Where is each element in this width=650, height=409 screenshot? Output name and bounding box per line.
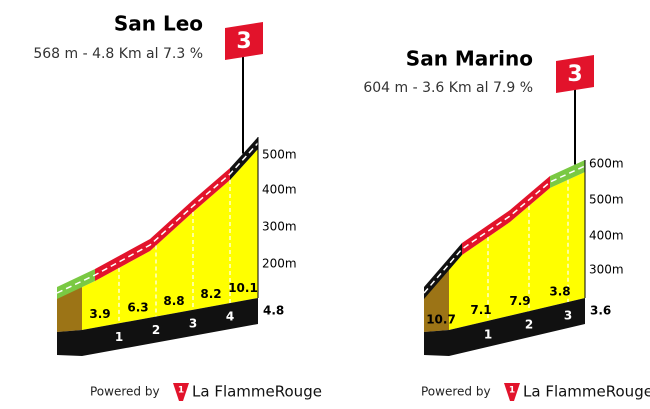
km-label: 3 xyxy=(564,309,572,323)
altitude-label: 400m xyxy=(262,183,297,197)
powered-by: Powered by xyxy=(90,385,160,399)
road-centerline xyxy=(56,142,259,294)
km-label: 2 xyxy=(525,318,533,332)
gradient-label: 6.3 xyxy=(127,300,148,314)
road-segment xyxy=(424,243,462,299)
profile-side xyxy=(57,287,82,332)
category-sign xyxy=(225,22,263,60)
powered-by: Powered by xyxy=(421,385,491,399)
gradient-label: 3.8 xyxy=(549,284,570,298)
distance-label: 4.8 xyxy=(263,304,284,318)
climb-title: San Marino xyxy=(406,47,533,71)
gradient-label: 8.2 xyxy=(200,287,221,301)
distance-label: 3.6 xyxy=(590,304,611,318)
brand-mark: 1 xyxy=(509,386,515,396)
profile-side xyxy=(424,270,449,332)
brand-name: La FlammeRouge xyxy=(523,383,650,401)
km-label: 3 xyxy=(189,316,197,330)
km-label: 4 xyxy=(226,310,234,324)
altitude-label: 600m xyxy=(589,157,624,171)
gradient-label: 7.1 xyxy=(470,303,491,317)
road-centerline xyxy=(423,165,586,294)
km-label: 1 xyxy=(115,330,123,344)
profile-face xyxy=(449,172,585,330)
distance-band xyxy=(424,298,585,356)
altitude-label: 400m xyxy=(589,229,624,243)
climb-subtitle: 568 m - 4.8 Km al 7.3 % xyxy=(33,46,203,62)
gradient-label: 10.7 xyxy=(426,312,456,326)
km-label: 1 xyxy=(484,327,492,341)
altitude-label: 300m xyxy=(589,263,624,277)
category-sign xyxy=(556,55,594,93)
brand-name: La FlammeRouge xyxy=(192,383,322,401)
gradient-label: 7.9 xyxy=(509,294,530,308)
altitude-label: 300m xyxy=(262,220,297,234)
km-label: 2 xyxy=(152,323,160,337)
road-segment xyxy=(193,168,230,212)
distance-band xyxy=(57,298,258,356)
climb-subtitle: 604 m - 3.6 Km al 7.9 % xyxy=(363,80,533,96)
road-segment xyxy=(462,210,510,255)
road-segment xyxy=(550,160,585,188)
gradient-label: 8.8 xyxy=(163,294,184,308)
gradient-label: 3.9 xyxy=(89,307,110,321)
climb-title: San Leo xyxy=(114,12,203,36)
category-label: 3 xyxy=(567,62,582,87)
gradient-label: 10.1 xyxy=(228,281,258,295)
brand-mark: 1 xyxy=(178,386,184,396)
altitude-label: 200m xyxy=(262,257,297,271)
altitude-label: 500m xyxy=(589,193,624,207)
altitude-label: 500m xyxy=(262,148,297,162)
brand-logo xyxy=(504,383,520,401)
category-label: 3 xyxy=(236,29,251,54)
brand-logo xyxy=(173,383,189,401)
profile-face xyxy=(82,149,258,330)
